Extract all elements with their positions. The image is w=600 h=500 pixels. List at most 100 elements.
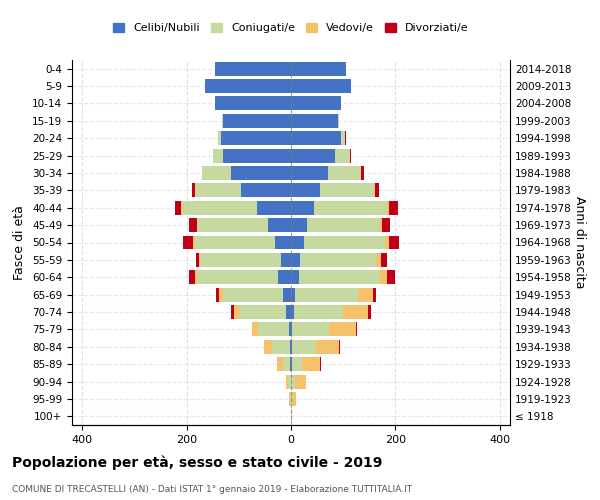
Bar xyxy=(258,322,289,336)
Bar xyxy=(389,201,398,214)
Bar xyxy=(199,253,200,267)
Bar xyxy=(368,305,371,319)
Bar xyxy=(343,305,368,319)
Y-axis label: Anni di nascita: Anni di nascita xyxy=(572,196,586,289)
Bar xyxy=(231,305,233,319)
Bar xyxy=(194,184,241,198)
Bar xyxy=(302,357,320,371)
Bar xyxy=(295,374,305,388)
Bar xyxy=(257,201,291,214)
Bar xyxy=(192,184,194,198)
Bar xyxy=(293,305,343,319)
Bar xyxy=(328,166,361,180)
Bar xyxy=(291,148,335,162)
Bar xyxy=(375,184,379,198)
Bar xyxy=(193,236,194,250)
Bar xyxy=(194,270,197,284)
Bar xyxy=(304,236,385,250)
Bar xyxy=(339,340,340,353)
Bar xyxy=(388,270,395,284)
Bar xyxy=(213,148,223,162)
Bar xyxy=(291,79,351,93)
Text: COMUNE DI TRECASTELLI (AN) - Dati ISTAT 1° gennaio 2019 - Elaborazione TUTTITALI: COMUNE DI TRECASTELLI (AN) - Dati ISTAT … xyxy=(12,485,412,494)
Bar xyxy=(286,374,289,388)
Bar xyxy=(215,62,291,76)
Bar xyxy=(197,270,278,284)
Bar xyxy=(291,166,328,180)
Bar xyxy=(382,218,390,232)
Bar xyxy=(189,218,197,232)
Bar xyxy=(291,322,292,336)
Bar xyxy=(301,253,376,267)
Bar xyxy=(338,114,339,128)
Bar xyxy=(275,236,291,250)
Bar xyxy=(350,148,351,162)
Bar xyxy=(277,357,283,371)
Bar xyxy=(289,374,291,388)
Bar xyxy=(292,340,316,353)
Bar xyxy=(314,201,388,214)
Bar xyxy=(190,270,194,284)
Bar xyxy=(202,166,231,180)
Bar xyxy=(329,322,356,336)
Bar xyxy=(291,218,307,232)
Bar xyxy=(289,322,291,336)
Bar xyxy=(291,62,346,76)
Bar xyxy=(292,392,296,406)
Bar xyxy=(218,132,221,145)
Bar xyxy=(268,218,291,232)
Bar xyxy=(291,96,341,110)
Bar xyxy=(373,288,376,302)
Bar xyxy=(320,184,374,198)
Bar xyxy=(299,270,380,284)
Bar xyxy=(241,184,291,198)
Bar xyxy=(380,270,388,284)
Bar xyxy=(194,236,275,250)
Bar xyxy=(196,253,199,267)
Bar xyxy=(291,392,292,406)
Bar xyxy=(291,305,293,319)
Bar xyxy=(376,253,381,267)
Bar xyxy=(264,340,272,353)
Bar xyxy=(217,288,219,302)
Bar xyxy=(290,392,291,406)
Bar xyxy=(292,322,329,336)
Bar xyxy=(283,288,291,302)
Bar xyxy=(316,340,339,353)
Bar xyxy=(291,340,292,353)
Bar xyxy=(222,114,223,128)
Bar xyxy=(290,340,291,353)
Legend: Celibi/Nubili, Coniugati/e, Vedovi/e, Divorziati/e: Celibi/Nubili, Coniugati/e, Vedovi/e, Di… xyxy=(109,18,473,38)
Bar xyxy=(389,236,400,250)
Bar xyxy=(233,305,239,319)
Bar xyxy=(272,340,290,353)
Y-axis label: Fasce di età: Fasce di età xyxy=(13,205,26,280)
Text: Popolazione per età, sesso e stato civile - 2019: Popolazione per età, sesso e stato civil… xyxy=(12,455,382,469)
Bar xyxy=(286,305,291,319)
Bar xyxy=(223,288,283,302)
Bar xyxy=(361,166,364,180)
Bar xyxy=(291,410,292,424)
Bar xyxy=(345,132,346,145)
Bar xyxy=(200,253,281,267)
Bar xyxy=(291,184,320,198)
Bar xyxy=(335,148,350,162)
Bar xyxy=(291,132,341,145)
Bar xyxy=(291,201,314,214)
Bar xyxy=(385,236,389,250)
Bar xyxy=(215,96,291,110)
Bar xyxy=(380,218,382,232)
Bar xyxy=(292,357,302,371)
Bar xyxy=(223,148,291,162)
Bar xyxy=(388,201,389,214)
Bar xyxy=(291,114,338,128)
Bar xyxy=(295,288,358,302)
Bar xyxy=(307,218,380,232)
Bar xyxy=(181,201,257,214)
Bar xyxy=(281,253,291,267)
Bar xyxy=(291,236,304,250)
Bar xyxy=(283,357,290,371)
Bar xyxy=(358,288,373,302)
Bar xyxy=(175,201,181,214)
Bar xyxy=(231,166,291,180)
